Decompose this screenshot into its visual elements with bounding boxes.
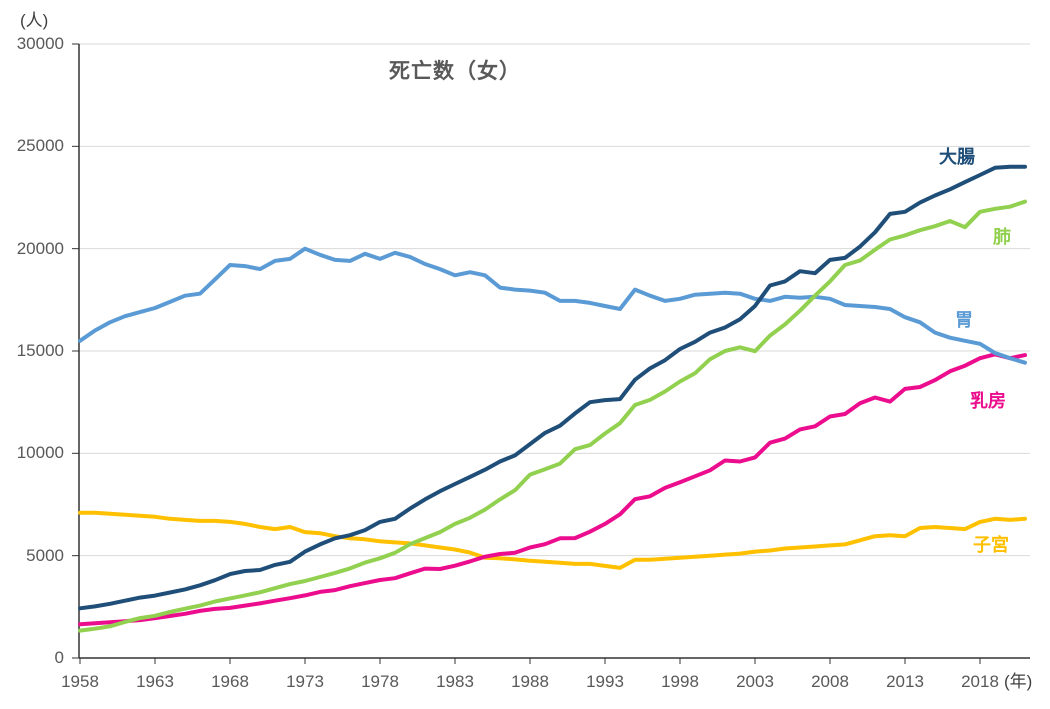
x-tick-label: 1963 bbox=[136, 672, 174, 691]
y-tick-label: 30000 bbox=[16, 34, 64, 53]
x-tick-label: 1993 bbox=[586, 672, 624, 691]
x-tick-label: 2003 bbox=[736, 672, 774, 691]
series-label-nyubo: 乳房 bbox=[970, 391, 1006, 411]
series-label-daicho: 大腸 bbox=[939, 147, 975, 167]
series-label-i: 胃 bbox=[955, 310, 973, 330]
y-tick-label: 15000 bbox=[16, 341, 64, 360]
series-line-shikyu bbox=[78, 510, 1027, 570]
series-line-i bbox=[78, 246, 1027, 365]
x-tick-label: 2013 bbox=[886, 672, 924, 691]
series-label-shikyu: 子宮 bbox=[973, 535, 1009, 555]
x-tick-label: 1973 bbox=[286, 672, 324, 691]
x-tick-label: 2018 bbox=[961, 672, 999, 691]
y-tick-label: 5000 bbox=[26, 545, 64, 565]
series-label-hai: 肺 bbox=[993, 227, 1011, 247]
x-tick-label: 1958 bbox=[61, 672, 99, 691]
x-tick-label: 1988 bbox=[511, 672, 549, 691]
y-tick-label: 0 bbox=[54, 648, 64, 667]
series-line-nyubo bbox=[78, 352, 1027, 627]
x-tick-label: 1998 bbox=[661, 672, 699, 691]
y-tick-label: 10000 bbox=[16, 443, 64, 463]
y-tick-label: 20000 bbox=[16, 238, 64, 258]
series-line-daicho bbox=[78, 164, 1027, 611]
x-axis-unit-label: (年) bbox=[1004, 672, 1033, 691]
y-axis-unit-label: (人) bbox=[20, 11, 49, 30]
x-tick-label: 1968 bbox=[211, 672, 249, 691]
chart-title: 死亡数（女） bbox=[389, 60, 521, 83]
x-tick-label: 2008 bbox=[811, 672, 849, 691]
x-tick-label: 1983 bbox=[436, 672, 474, 691]
series-line-hai bbox=[78, 199, 1027, 633]
x-tick-label: 1978 bbox=[361, 672, 399, 691]
y-tick-label: 25000 bbox=[16, 136, 64, 156]
